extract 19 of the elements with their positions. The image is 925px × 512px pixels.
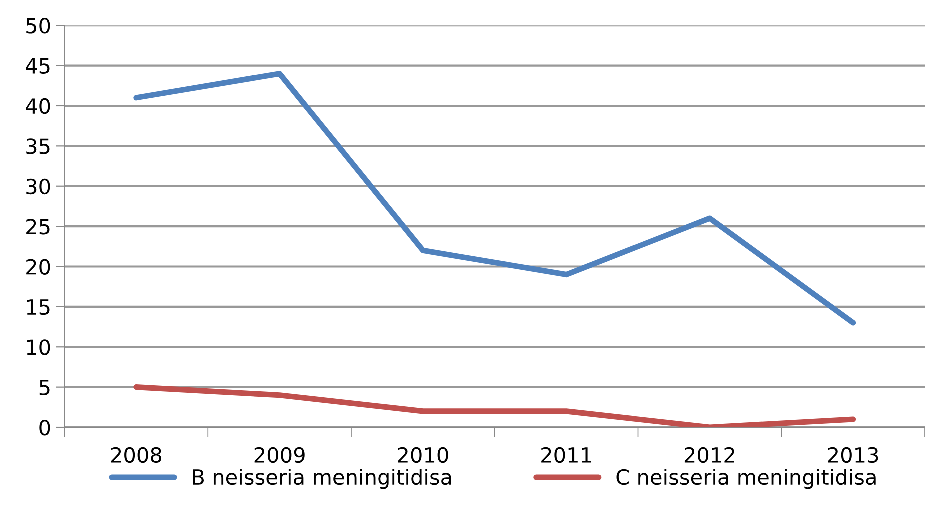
- legend-label: B neisseria meningitidisa: [193, 468, 452, 490]
- y-tick-label: 50: [26, 18, 50, 34]
- x-tick-label: 2010: [398, 447, 448, 464]
- x-tick-label: 2011: [542, 447, 592, 464]
- legend-label: C neisseria meningitidisa: [616, 468, 876, 490]
- y-tick-label: 35: [26, 138, 50, 154]
- x-tick-label: 2008: [111, 447, 162, 464]
- x-tick-label: 2012: [684, 447, 734, 464]
- x-tick-label: 2013: [828, 447, 878, 464]
- y-tick-label: 10: [27, 340, 50, 356]
- y-tick-label: 15: [27, 300, 50, 316]
- x-tick-label: 2009: [254, 447, 305, 464]
- y-tick-label: 45: [26, 58, 50, 74]
- y-tick-label: 0: [40, 420, 50, 436]
- y-tick-label: 40: [26, 98, 50, 114]
- y-tick-label: 25: [26, 219, 50, 235]
- y-tick-label: 20: [26, 259, 50, 275]
- y-tick-label: 30: [26, 178, 50, 195]
- y-tick-label: 5: [40, 380, 50, 396]
